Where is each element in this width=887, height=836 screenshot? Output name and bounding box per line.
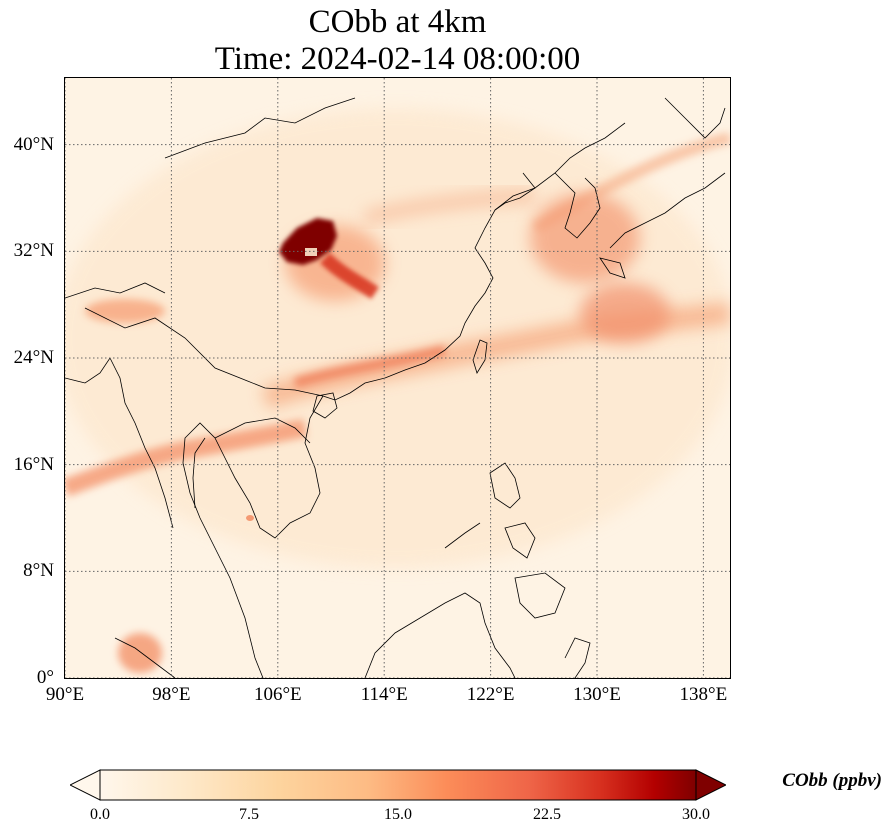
concentration-field [65, 108, 730, 673]
map-panel [64, 77, 731, 679]
coastline-visayas [504, 522, 536, 559]
coastline-hokkaido [664, 97, 726, 139]
border-mongolia [164, 97, 356, 159]
border-indochina [214, 417, 311, 444]
plume-central-gap [305, 248, 317, 256]
lon-label-4: 122°E [466, 684, 515, 705]
plume-central-tail [320, 252, 379, 299]
coastline-kyushu [599, 257, 626, 279]
coastline-mindanao [514, 572, 566, 619]
coastline-hainan [312, 392, 338, 419]
coastline-indochina [182, 395, 324, 678]
colorbar-extend-min [70, 769, 101, 801]
graticule [65, 78, 730, 678]
lat-label-5: 0° [36, 667, 54, 688]
map-canvas [65, 78, 730, 678]
colorbar-gradient [99, 769, 697, 801]
colorbar-tick-3: 22.5 [533, 806, 561, 823]
colorbar-tick-2: 15.0 [384, 806, 412, 823]
lon-label-3: 114°E [360, 684, 408, 705]
lat-label-3: 16°N [13, 453, 54, 475]
coastline-myanmar [65, 357, 174, 529]
lon-label-6: 138°E [679, 684, 728, 705]
coastline-gulf-of-thailand [192, 437, 206, 509]
plume-spot [246, 515, 254, 521]
colorbar-extend-max [695, 769, 726, 801]
colorbar [70, 769, 726, 801]
lon-label-1: 98°E [152, 684, 191, 705]
title-line-2: Time: 2024-02-14 08:00:00 [214, 41, 581, 77]
coastline-borneo [364, 592, 516, 678]
lat-label-1: 32°N [13, 240, 54, 262]
colorbar-tick-4: 30.0 [682, 806, 710, 823]
coastline-palawan [444, 522, 481, 549]
plume-north [363, 189, 536, 225]
border-himalaya [65, 282, 166, 299]
lon-label-5: 130°E [573, 684, 621, 705]
coastline-north [494, 122, 626, 211]
coastline-sumatra [114, 637, 176, 678]
coastline-japan-honshu [609, 172, 726, 249]
lat-label-2: 24°N [13, 347, 54, 368]
plume-south-china-core [293, 345, 447, 388]
lon-label-2: 106°E [253, 684, 302, 705]
lat-label-0: 40°N [13, 133, 54, 155]
coastline-sulawesi [564, 637, 591, 678]
coastline-china [322, 172, 536, 401]
plume-myanmar [65, 419, 307, 497]
coastline-luzon [489, 462, 521, 509]
plume-bay-of-bengal [85, 299, 165, 323]
plume-korea [530, 193, 640, 283]
coastlines [65, 97, 726, 678]
coastline-taiwan [472, 339, 488, 374]
plume-japan-south [580, 283, 670, 343]
plume-sumatra [118, 633, 162, 673]
plume-central-max [279, 218, 337, 265]
lat-label-4: 8°N [23, 560, 54, 582]
colorbar-tick-1: 7.5 [239, 806, 259, 823]
border-china-south [84, 307, 324, 397]
title-line-1: CObb at 4km [308, 4, 487, 40]
colorbar-tick-0: 0.0 [90, 806, 110, 823]
colorbar-label: CObb (ppbv) [782, 770, 882, 791]
lon-label-0: 90°E [45, 684, 85, 705]
